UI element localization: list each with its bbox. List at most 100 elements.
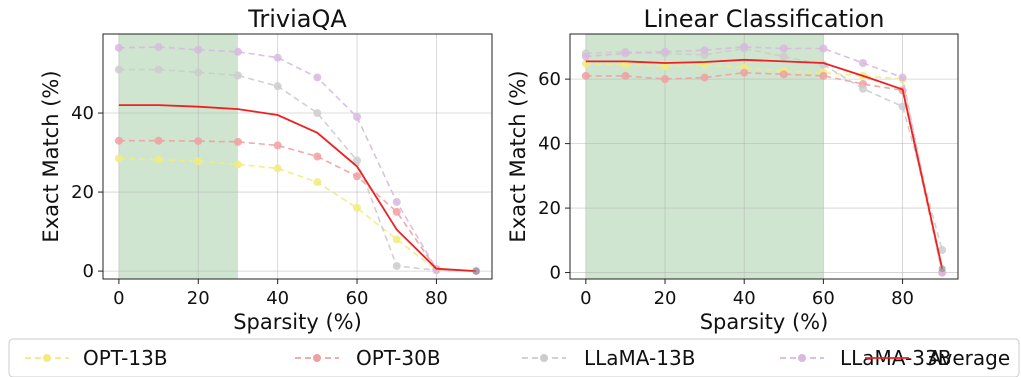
chart-triviaqa: 0 20 40 60 80 0 20 40 TriviaQA Sparsity (%) Exact … (39, 5, 493, 334)
data-point-llama-33b (273, 53, 282, 62)
data-point-opt-30b (740, 68, 749, 77)
x-tick-label: 40 (266, 288, 289, 309)
data-point-opt-13b (392, 235, 401, 244)
x-axis-title: Sparsity (%) (700, 310, 829, 334)
data-point-llama-13b (313, 109, 322, 118)
legend-box (8, 338, 1020, 377)
series-line-llama-33b (118, 46, 477, 272)
legend-marker (798, 354, 806, 362)
data-point-llama-33b (819, 44, 828, 53)
y-axis-title: Exact Match (%) (39, 70, 63, 242)
data-point-llama-33b (353, 112, 362, 121)
y-tick-label: 40 (538, 134, 561, 155)
legend-marker (43, 354, 51, 362)
x-axis-title: Sparsity (%) (233, 310, 362, 334)
y-tick-label: 40 (71, 103, 94, 124)
data-point-opt-30b (194, 137, 203, 146)
data-point-llama-13b (154, 65, 163, 74)
data-point-llama-33b (581, 52, 590, 61)
data-point-llama-33b (114, 43, 123, 52)
x-tick-label: 20 (654, 288, 677, 309)
data-point-llama-13b (938, 245, 947, 254)
x-tick-label: 60 (812, 288, 835, 309)
data-point-opt-13b (273, 164, 282, 173)
data-point-llama-13b (779, 52, 788, 61)
data-point-opt-30b (779, 70, 788, 79)
data-point-llama-33b (621, 49, 630, 58)
data-point-opt-13b (114, 154, 123, 163)
y-tick-label: 0 (550, 263, 561, 284)
data-point-opt-30b (353, 172, 362, 181)
data-point-llama-13b (392, 261, 401, 270)
series-line-average (585, 58, 944, 269)
data-point-opt-30b (154, 136, 163, 145)
series-line-llama-13b (118, 68, 477, 272)
plot-frame (102, 33, 493, 280)
legend-marker (313, 354, 321, 362)
data-point-opt-30b (581, 71, 590, 80)
y-tick-label: 20 (71, 182, 94, 203)
y-tick-label: 0 (83, 261, 94, 282)
data-point-opt-13b (194, 157, 203, 166)
data-point-opt-30b (114, 136, 123, 145)
data-point-llama-13b (858, 84, 867, 93)
highlight-band (118, 34, 238, 279)
data-point-end (938, 265, 946, 273)
data-point-llama-33b (779, 44, 788, 53)
data-point-llama-33b (700, 46, 709, 55)
data-point-llama-13b (114, 65, 123, 74)
data-point-llama-33b (313, 73, 322, 82)
legend-label: OPT-30B (356, 346, 441, 370)
data-point-opt-13b (353, 203, 362, 212)
series-line-average (118, 104, 477, 272)
data-point-llama-33b (661, 47, 670, 56)
chart-title: TriviaQA (247, 5, 347, 33)
chart-linear-classification: 0 20 40 60 80 0 20 40 60 Linear Classification Spa… (506, 5, 959, 334)
data-point-opt-30b (819, 71, 828, 80)
data-point-llama-13b (353, 156, 362, 165)
x-tick-label: 40 (733, 288, 756, 309)
legend-label: OPT-13B (83, 346, 168, 370)
legend-marker (540, 354, 548, 362)
data-point-llama-33b (194, 45, 203, 54)
data-point-opt-30b (700, 73, 709, 82)
x-tick-label: 80 (425, 288, 448, 309)
data-point-opt-13b (621, 60, 630, 69)
data-point-opt-30b (233, 137, 242, 146)
data-point-llama-33b (740, 42, 749, 51)
data-point-opt-30b (392, 207, 401, 216)
plot-frame (569, 33, 959, 280)
data-point-opt-13b (661, 62, 670, 71)
data-point-llama-13b (233, 71, 242, 80)
data-point-end (472, 267, 480, 275)
x-tick-label: 0 (580, 288, 591, 309)
data-point-llama-33b (233, 47, 242, 56)
data-point-llama-33b (392, 197, 401, 206)
series-line-opt-30b (118, 139, 477, 272)
data-point-opt-30b (313, 152, 322, 161)
series-line-llama-33b (585, 46, 943, 273)
data-point-llama-33b (154, 43, 163, 52)
data-point-opt-30b (661, 75, 670, 84)
legend-label: LLaMA-13B (584, 346, 695, 370)
data-point-opt-13b (233, 160, 242, 169)
x-tick-label: 0 (113, 288, 124, 309)
data-point-opt-30b (621, 71, 630, 80)
data-point-opt-13b (154, 155, 163, 164)
y-tick-label: 60 (538, 69, 561, 90)
x-tick-label: 20 (187, 288, 210, 309)
data-point-llama-13b (898, 102, 907, 111)
y-axis-title: Exact Match (%) (506, 70, 530, 242)
y-tick-label: 20 (538, 198, 561, 219)
x-tick-label: 60 (346, 288, 369, 309)
data-point-llama-13b (273, 82, 282, 91)
series-line-opt-13b (118, 157, 477, 272)
data-point-opt-30b (273, 141, 282, 150)
x-tick-label: 80 (891, 288, 914, 309)
data-point-llama-33b (858, 59, 867, 68)
data-point-opt-13b (313, 178, 322, 187)
chart-title: Linear Classification (643, 5, 884, 33)
legend-label: Average (928, 346, 1010, 370)
